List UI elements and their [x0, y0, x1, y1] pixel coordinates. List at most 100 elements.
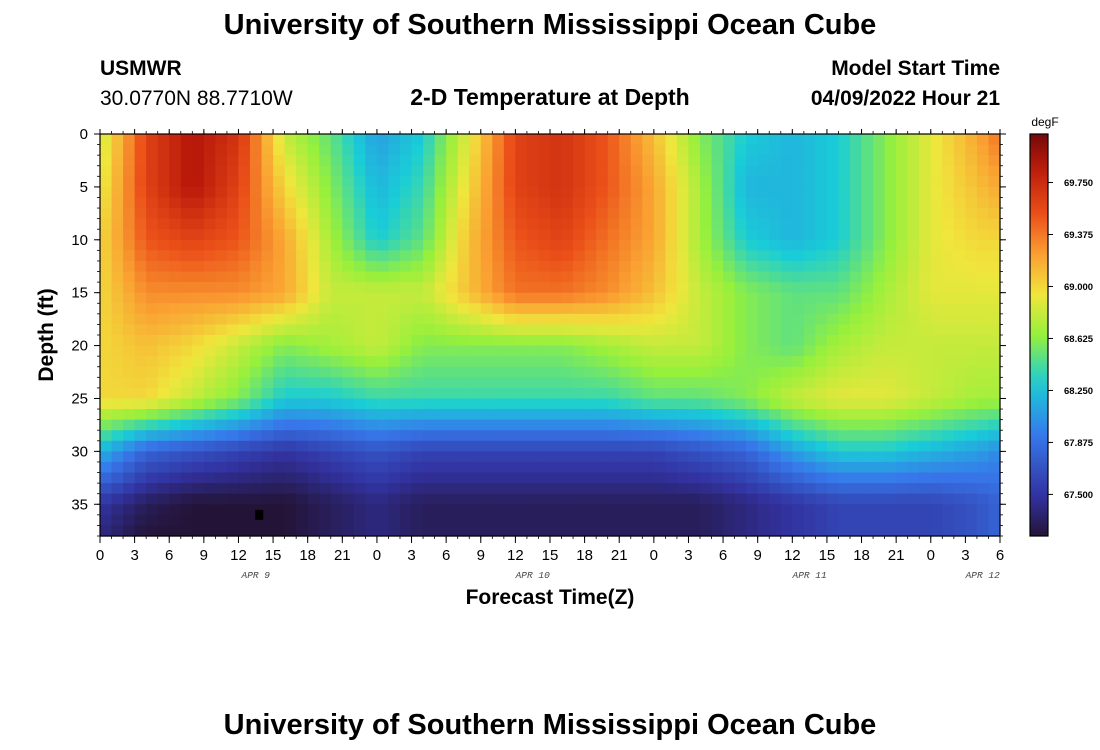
- heatmap-cell: [238, 472, 251, 484]
- heatmap-cell: [850, 271, 863, 283]
- heatmap-cell: [480, 324, 493, 336]
- heatmap-cell: [400, 483, 413, 495]
- heatmap-cell: [492, 430, 505, 442]
- heatmap-cell: [861, 292, 874, 304]
- heatmap-cell: [930, 260, 943, 273]
- heatmap-cell: [803, 345, 816, 357]
- heatmap-cell: [284, 324, 297, 336]
- heatmap-cell: [365, 419, 378, 431]
- heatmap-cell: [976, 292, 990, 304]
- heatmap-cell: [134, 250, 147, 262]
- heatmap-cell: [503, 356, 516, 368]
- heatmap-cell: [446, 260, 459, 273]
- heatmap-cell: [250, 366, 263, 378]
- heatmap-cell: [411, 303, 424, 315]
- heatmap-cell: [261, 260, 274, 273]
- heatmap-cell: [619, 419, 632, 431]
- heatmap-cell: [365, 282, 378, 294]
- heatmap-cell: [665, 387, 678, 400]
- heatmap-cell: [134, 186, 147, 199]
- heatmap-cell: [700, 419, 713, 431]
- heatmap-cell: [319, 398, 332, 410]
- heatmap-cell: [123, 419, 136, 431]
- colorbar-tick-label: 69.000: [1064, 282, 1093, 293]
- heatmap-cell: [965, 483, 978, 495]
- x-tick-label: 3: [407, 547, 415, 564]
- heatmap-cell: [919, 525, 932, 537]
- heatmap-cell: [780, 525, 793, 537]
- heatmap-cell: [630, 451, 643, 463]
- heatmap-cell: [803, 134, 816, 146]
- heatmap-cell: [688, 313, 701, 326]
- heatmap-cell: [630, 165, 643, 177]
- heatmap-cell: [365, 186, 378, 199]
- heatmap-cell: [307, 398, 320, 410]
- heatmap-cell: [803, 271, 816, 283]
- x-date-label: APR 10: [515, 570, 551, 581]
- heatmap-cell: [573, 504, 586, 516]
- heatmap-cell: [596, 525, 609, 537]
- heatmap-cell: [146, 356, 159, 368]
- heatmap-cell: [480, 218, 493, 230]
- heatmap-cell: [711, 324, 724, 336]
- heatmap-cell: [953, 271, 966, 283]
- heatmap-cell: [688, 387, 701, 400]
- heatmap-cell: [676, 282, 690, 294]
- heatmap-cell: [596, 430, 609, 442]
- heatmap-cell: [942, 303, 955, 315]
- heatmap-cell: [780, 356, 793, 368]
- heatmap-cell: [376, 218, 390, 230]
- heatmap-cell: [146, 377, 159, 389]
- heatmap-cell: [746, 377, 759, 389]
- heatmap-cell: [342, 345, 355, 357]
- heatmap-cell: [469, 419, 482, 431]
- heatmap-cell: [365, 208, 378, 220]
- heatmap-cell: [676, 260, 690, 273]
- heatmap-cell: [550, 514, 563, 527]
- heatmap-cell: [988, 134, 1001, 146]
- heatmap-cell: [907, 271, 920, 283]
- heatmap-cell: [215, 197, 228, 209]
- x-tick-label: 15: [542, 547, 559, 564]
- heatmap-cell: [942, 504, 955, 516]
- heatmap-cell: [388, 229, 401, 241]
- heatmap-cell: [953, 165, 966, 177]
- heatmap-cell: [573, 165, 586, 177]
- heatmap-cell: [930, 324, 943, 336]
- heatmap-cell: [215, 313, 228, 326]
- heatmap-cell: [538, 260, 551, 273]
- heatmap-cell: [688, 165, 701, 177]
- heatmap-cell: [769, 218, 782, 230]
- heatmap-cell: [780, 165, 793, 177]
- heatmap-cell: [769, 282, 782, 294]
- heatmap-cell: [319, 451, 332, 463]
- heatmap-cell: [861, 430, 874, 442]
- heatmap-cell: [676, 134, 690, 146]
- heatmap-cell: [757, 134, 770, 146]
- heatmap-cell: [711, 398, 724, 410]
- heatmap-cell: [734, 472, 747, 484]
- heatmap-cell: [561, 313, 574, 326]
- heatmap-cell: [861, 250, 874, 262]
- heatmap-cell: [111, 398, 124, 410]
- heatmap-cell: [919, 176, 932, 188]
- heatmap-cell: [192, 176, 205, 188]
- heatmap-cell: [619, 440, 632, 452]
- heatmap-cell: [192, 144, 205, 156]
- heatmap-cell: [815, 461, 828, 474]
- heatmap-cell: [665, 493, 678, 505]
- heatmap-cell: [619, 472, 632, 484]
- heatmap-cell: [319, 366, 332, 378]
- heatmap-cell: [607, 377, 620, 389]
- heatmap-cell: [630, 324, 643, 336]
- heatmap-cell: [561, 292, 574, 304]
- heatmap-cell: [919, 292, 932, 304]
- heatmap-cell: [203, 398, 216, 410]
- heatmap-cell: [884, 134, 897, 146]
- heatmap-cell: [930, 144, 943, 156]
- heatmap-cell: [930, 335, 943, 347]
- heatmap-cell: [446, 345, 459, 357]
- heatmap-cell: [157, 335, 170, 347]
- heatmap-cell: [711, 356, 724, 368]
- heatmap-cell: [919, 440, 932, 452]
